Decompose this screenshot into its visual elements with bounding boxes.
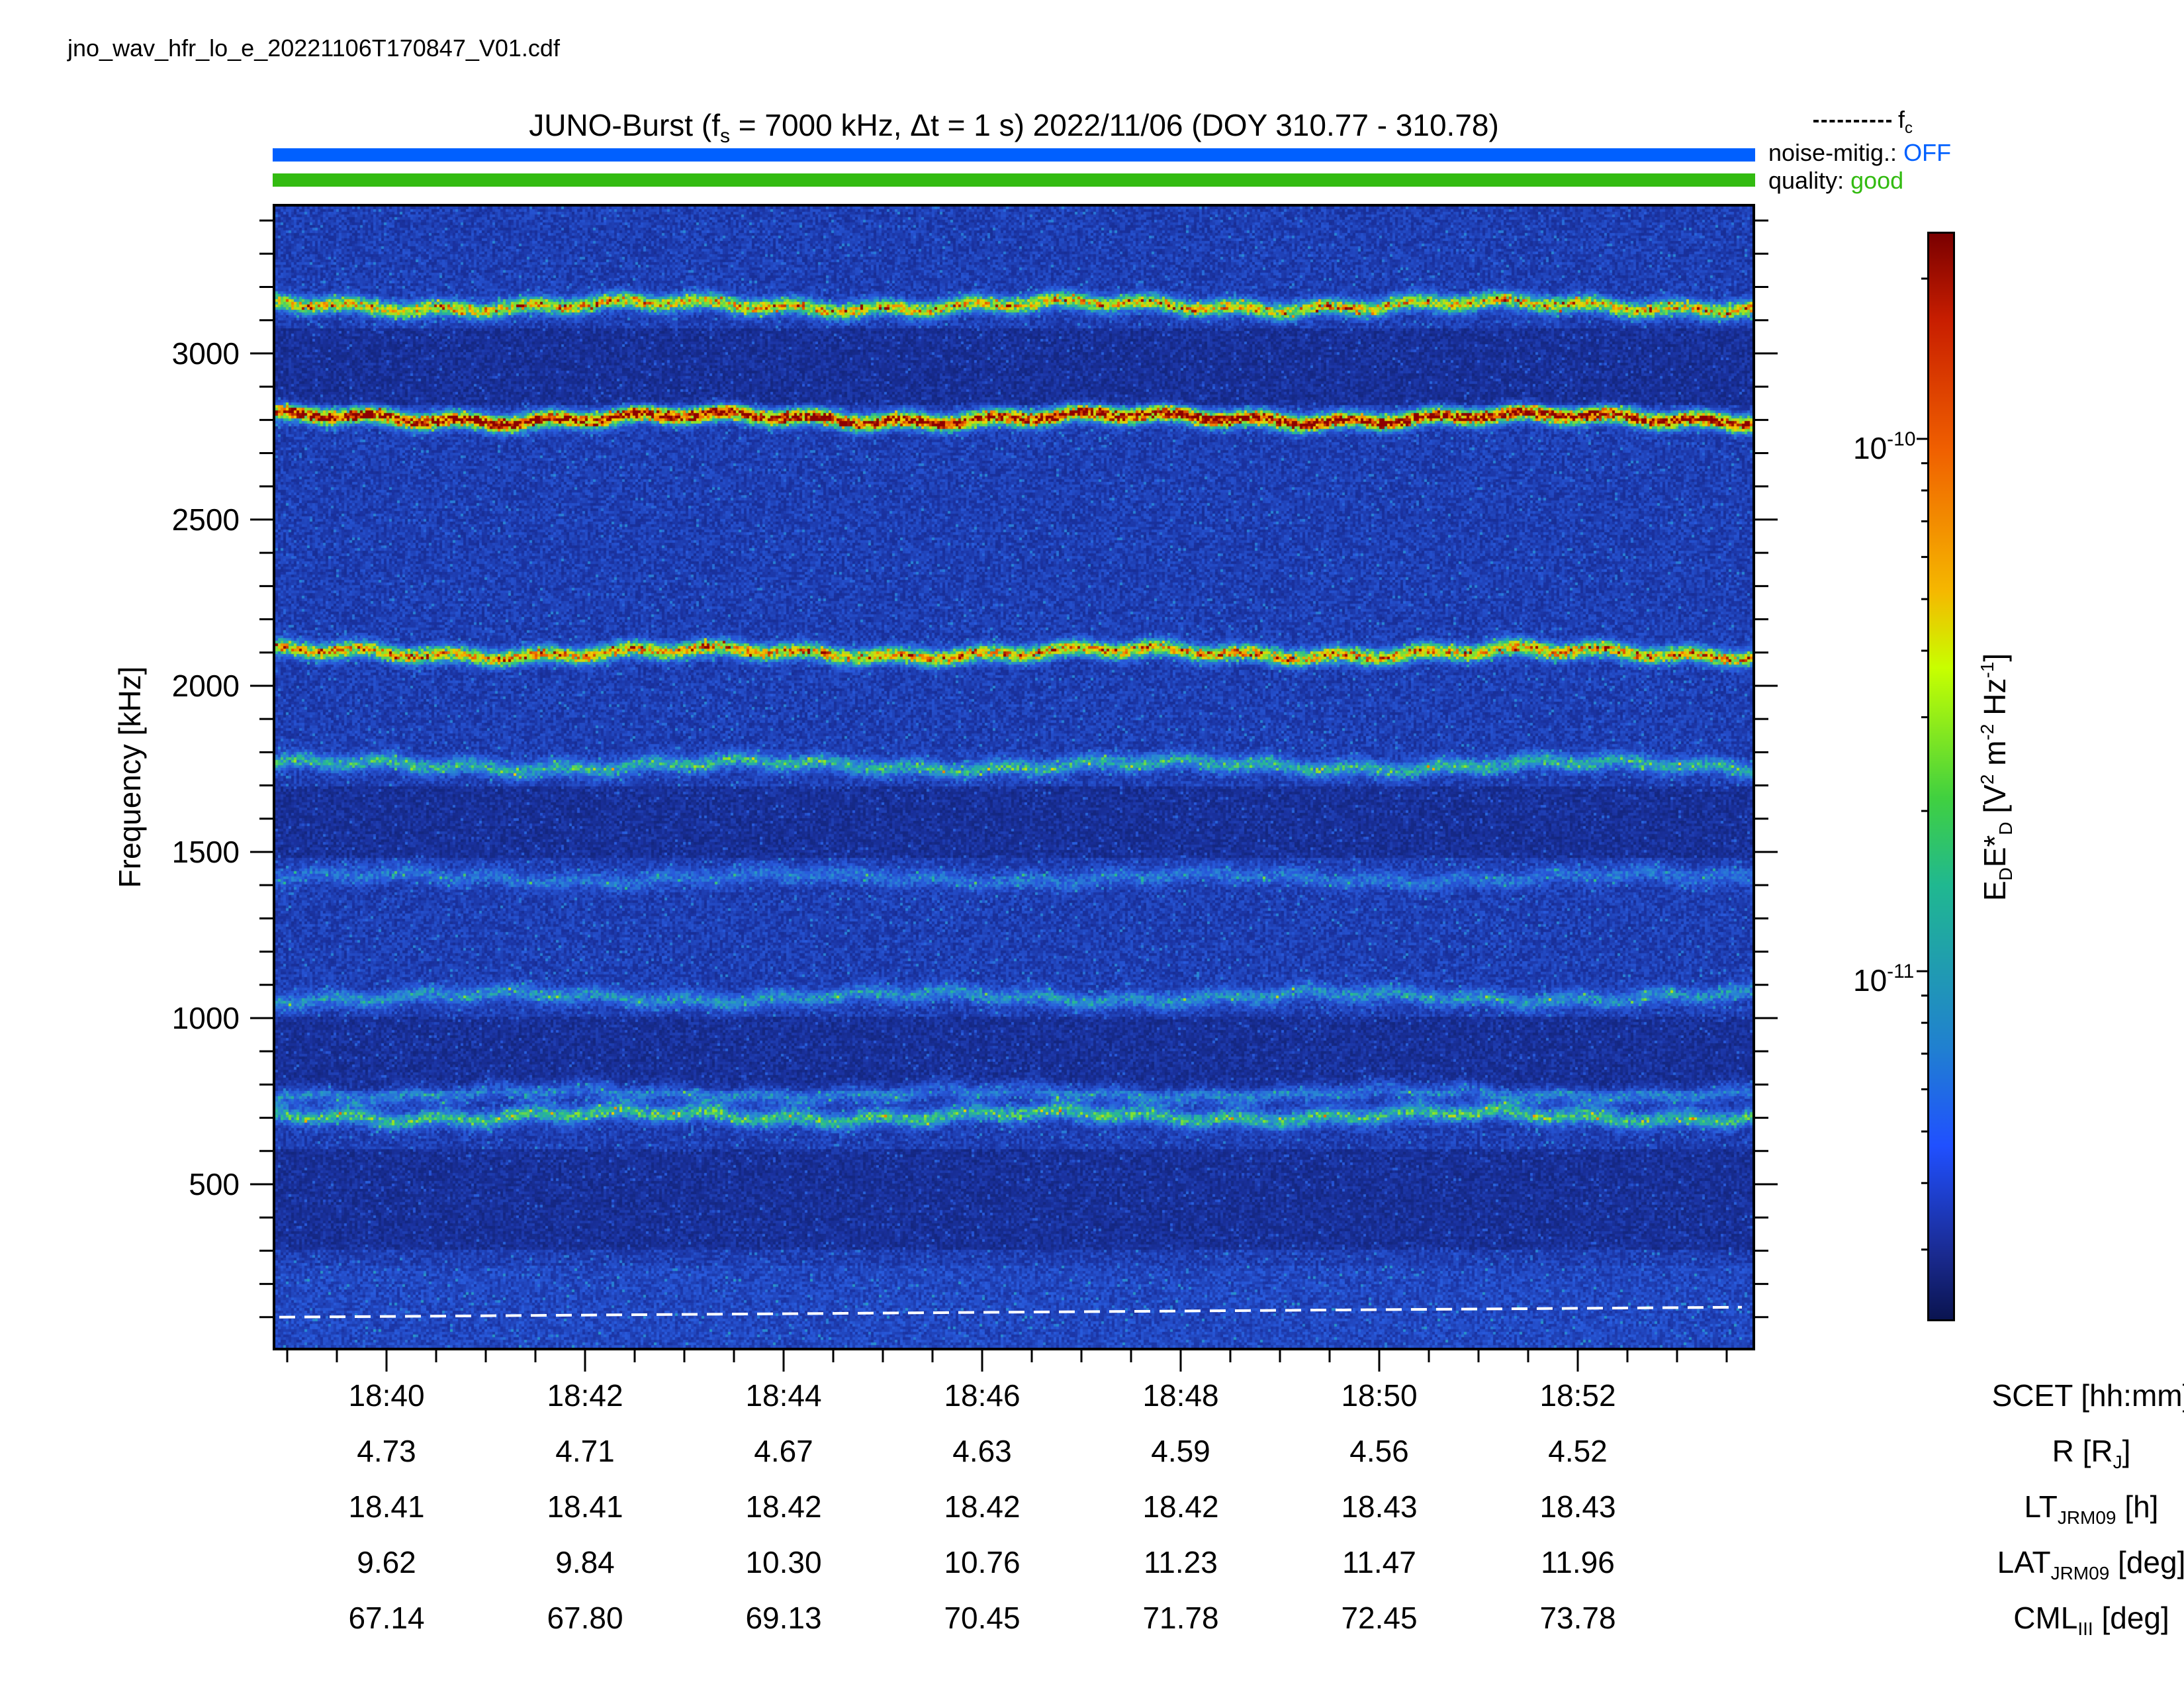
colorbar-label: EDE*D [V2 m-2 Hz-1]: [1977, 653, 2016, 901]
ephemeris-cell: 4.73: [357, 1434, 416, 1468]
ephemeris-cell: 73.78: [1539, 1601, 1615, 1635]
quality-label: quality:: [1768, 167, 1844, 194]
ephemeris-cell: 18:44: [745, 1378, 821, 1413]
quality-value: good: [1850, 167, 1904, 194]
plot-title: JUNO-Burst (fs = 7000 kHz, Δt = 1 s) 202…: [273, 107, 1755, 148]
y-tick-label: 500: [189, 1167, 240, 1201]
spectrogram-heatmap: [273, 204, 1755, 1350]
ephemeris-cell: 18.42: [745, 1489, 821, 1524]
ephemeris-cell: 18.43: [1341, 1489, 1417, 1524]
ephemeris-cell: 10.76: [944, 1545, 1020, 1579]
fc-dash-icon: [1813, 120, 1891, 123]
y-tick-label: 1000: [172, 1001, 240, 1035]
file-name: jno_wav_hfr_lo_e_20221106T170847_V01.cdf: [68, 34, 560, 62]
ephemeris-cell: 18:42: [547, 1378, 623, 1413]
quality-bar: [273, 173, 1755, 187]
title-subscript: s: [719, 125, 730, 148]
ephemeris-cell: 11.23: [1144, 1545, 1218, 1579]
colorbar-tick-label: 10-10: [1853, 428, 1916, 465]
ephemeris-cell: 69.13: [745, 1601, 821, 1635]
x-axis-ticks: [286, 1350, 1728, 1372]
ephemeris-cell: 10.30: [745, 1545, 821, 1579]
title-prefix: JUNO-Burst (f: [529, 108, 720, 142]
title-rest: = 7000 kHz, Δt = 1 s) 2022/11/06 (DOY 31…: [729, 108, 1499, 142]
quality-status: quality: good: [1768, 167, 1903, 195]
noise-mitigation-status: noise-mitig.: OFF: [1768, 139, 1951, 167]
ephemeris-cell: 18:40: [348, 1378, 424, 1413]
ephemeris-cell: 9.62: [357, 1545, 416, 1579]
ephemeris-cell: 71.78: [1142, 1601, 1218, 1635]
ephemeris-cell: 18:50: [1341, 1378, 1417, 1413]
colorbar-tick-label: 10-11: [1853, 961, 1914, 998]
ephemeris-label: CMLIII [deg]: [2013, 1601, 2169, 1639]
ephemeris-cell: 9.84: [555, 1545, 615, 1579]
ephemeris-cell: 70.45: [944, 1601, 1020, 1635]
colorbar-ticks: 10-10 10-11: [1853, 277, 1927, 1251]
ephemeris-cell: 67.14: [348, 1601, 424, 1635]
ephemeris-cell: 72.45: [1341, 1601, 1417, 1635]
y-tick-label: 2500: [172, 502, 240, 537]
ephemeris-cell: 4.52: [1548, 1434, 1608, 1468]
y-tick-label: 2000: [172, 669, 240, 703]
fc-label: f: [1898, 106, 1905, 133]
ephemeris-cell: 4.56: [1349, 1434, 1409, 1468]
noise-mitigation-bar: [273, 148, 1755, 162]
noise-value: OFF: [1903, 139, 1952, 166]
ephemeris-cell: 4.67: [754, 1434, 813, 1468]
ephemeris-table: 18:40 18:42 18:44 18:46 18:48 18:50 18:52 4.73 4…: [348, 1378, 2184, 1639]
fc-subscript: c: [1905, 119, 1913, 138]
ephemeris-label: LATJRM09 [deg]: [1997, 1545, 2184, 1583]
ephemeris-cell: 18.42: [944, 1489, 1020, 1524]
ephemeris-cell: 67.80: [547, 1601, 623, 1635]
ephemeris-cell: 18:52: [1539, 1378, 1615, 1413]
ephemeris-label: R [RJ]: [2052, 1434, 2131, 1472]
ephemeris-cell: 18.41: [348, 1489, 424, 1524]
ephemeris-cell: 11.96: [1541, 1545, 1615, 1579]
ephemeris-cell: 18.42: [1142, 1489, 1218, 1524]
ephemeris-cell: 4.63: [952, 1434, 1012, 1468]
y-tick-label: 1500: [172, 835, 240, 869]
ephemeris-cell: 18.41: [547, 1489, 623, 1524]
ephemeris-cell: 18.43: [1539, 1489, 1615, 1524]
ephemeris-label: LTJRM09 [h]: [2025, 1489, 2159, 1528]
ephemeris-label: SCET [hh:mm]: [1992, 1378, 2184, 1413]
colorbar: [1927, 232, 1955, 1321]
y-axis-label: Frequency [kHz]: [113, 667, 147, 888]
ephemeris-cell: 18:46: [944, 1378, 1020, 1413]
ephemeris-cell: 4.59: [1151, 1434, 1210, 1468]
ephemeris-cell: 18:48: [1142, 1378, 1218, 1413]
y-tick-label: 3000: [172, 336, 240, 371]
ephemeris-cell: 4.71: [555, 1434, 615, 1468]
fc-legend: fc: [1813, 106, 1913, 138]
noise-label: noise-mitig.:: [1768, 139, 1897, 166]
ephemeris-cell: 11.47: [1342, 1545, 1416, 1579]
